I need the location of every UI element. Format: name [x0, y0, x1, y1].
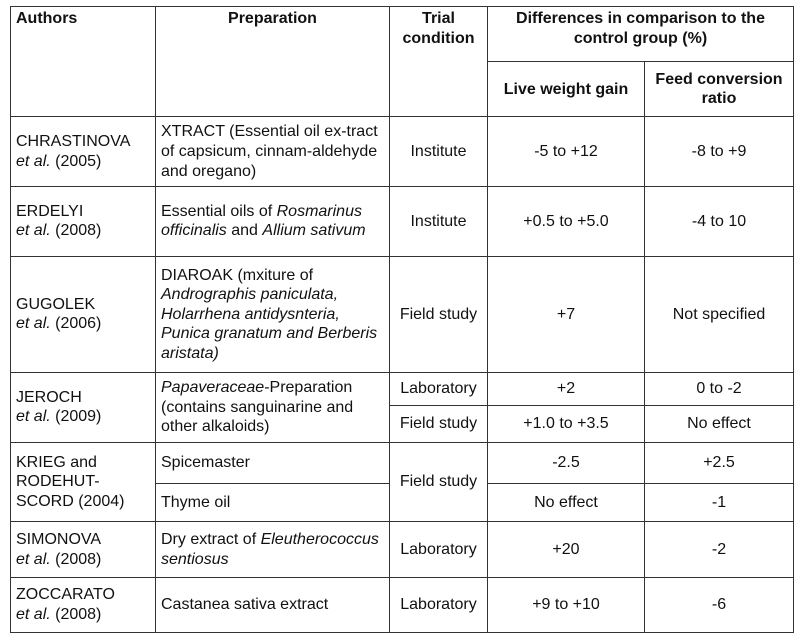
species-name: Andrographis paniculata, Holarrhena anti… — [161, 286, 378, 362]
table-container: Authors Preparation Trial condition Diff… — [10, 5, 795, 634]
feed-conversion-cell: -1 — [643, 482, 795, 523]
preparation-cell: Spicemaster — [155, 441, 390, 484]
trial-cell: Field study — [389, 255, 488, 374]
author-name: GUGOLEK — [16, 295, 96, 313]
trial-cell: Field study — [389, 441, 488, 523]
species-name: Rosmarinus officinalis — [161, 202, 362, 240]
live-weight-gain-cell: -5 to +12 — [487, 116, 645, 188]
author-year: (2006) — [50, 315, 102, 333]
author-year: (2009) — [50, 408, 102, 426]
species-name: Eleutherococcus sentiosus — [161, 531, 379, 568]
et-al: et al. — [16, 152, 51, 170]
feed-conversion-cell: -6 — [643, 576, 795, 634]
author-cell: CHRASTINOVA et al. (2005) — [10, 116, 156, 188]
preparation-cell: Essential oils of Rosmarinus officinalis… — [155, 186, 390, 257]
feed-conversion-cell: -2 — [643, 521, 795, 578]
family-name: Papaveraceae — [161, 379, 265, 397]
trial-cell: Field study — [389, 404, 488, 443]
trial-cell: Institute — [389, 186, 488, 257]
live-weight-gain-cell: +2 — [487, 372, 645, 406]
feed-conversion-cell: -8 to +9 — [643, 116, 795, 188]
author-name: ERDELYI — [16, 202, 84, 220]
et-al: et al. — [16, 550, 51, 568]
live-weight-gain-cell: +20 — [487, 521, 645, 578]
et-al: et al. — [16, 605, 51, 623]
et-al: et al. — [16, 315, 51, 333]
species-name: Allium sativum — [262, 222, 366, 240]
preparation-cell: Castanea sativa extract — [155, 576, 390, 634]
prep-text: -Preparation (contains sanguinarine and … — [161, 379, 354, 436]
trial-cell: Laboratory — [389, 521, 488, 578]
header-authors: Authors — [10, 5, 156, 118]
prep-text: Dry extract of — [161, 531, 261, 549]
author-year: (2005) — [50, 152, 102, 170]
et-al: et al. — [16, 408, 51, 426]
author-name: ZOCCARATO — [16, 586, 115, 604]
feed-conversion-cell: No effect — [643, 404, 795, 443]
live-weight-gain-cell: No effect — [487, 482, 645, 523]
preparation-cell: Papaveraceae-Preparation (contains sangu… — [155, 372, 390, 443]
header-feed-conversion-ratio: Feed conversion ratio — [643, 61, 795, 118]
table-row: CHRASTINOVA et al. (2005) XTRACT (Essenti… — [10, 116, 795, 188]
preparation-cell: Thyme oil — [155, 482, 390, 523]
preparation-cell: Dry extract of Eleutherococcus sentiosus — [155, 521, 390, 578]
author-year: (2008) — [50, 550, 102, 568]
table-row: SIMONOVA et al. (2008) Dry extract of Ele… — [10, 521, 795, 578]
live-weight-gain-cell: +7 — [487, 255, 645, 374]
author-name: SIMONOVA — [16, 531, 102, 549]
author-cell: ZOCCARATO et al. (2008) — [10, 576, 156, 634]
author-cell: JEROCH et al. (2009) — [10, 372, 156, 443]
feed-conversion-cell: +2.5 — [643, 441, 795, 484]
feed-conversion-cell: Not specified — [643, 255, 795, 374]
header-live-weight-gain: Live weight gain — [487, 61, 645, 118]
preparation-cell: DIAROAK (mxiture of Andrographis panicul… — [155, 255, 390, 374]
table-row: ZOCCARATO et al. (2008) Castanea sativa e… — [10, 576, 795, 634]
prep-text: DIAROAK (mxiture of — [161, 266, 314, 284]
header-preparation: Preparation — [155, 5, 390, 118]
preparation-cell: XTRACT (Essential oil ex-tract of capsic… — [155, 116, 390, 188]
header-differences: Differences in comparison to the control… — [486, 5, 795, 63]
author-cell: GUGOLEK et al. (2006) — [10, 255, 156, 374]
author-name: JEROCH — [16, 388, 82, 406]
author-name: CHRASTINOVA — [16, 133, 131, 151]
prep-text: Essential oils of — [161, 202, 277, 220]
author-cell: KRIEG and RODEHUT-SCORD (2004) — [10, 441, 156, 523]
author-cell: ERDELYI et al. (2008) — [10, 186, 156, 257]
subheader-row: Live weight gain Feed conversion ratio — [11, 61, 795, 118]
table-row: GUGOLEK et al. (2006) DIAROAK (mxiture of… — [10, 255, 795, 374]
data-table: Authors Preparation Trial condition Diff… — [10, 5, 795, 634]
author-year: (2008) — [50, 605, 102, 623]
table-row: ERDELYI et al. (2008) Essential oils of R… — [10, 186, 795, 257]
author-year: (2008) — [50, 222, 102, 240]
live-weight-gain-cell: -2.5 — [487, 441, 645, 484]
feed-conversion-cell: -4 to 10 — [643, 186, 795, 257]
trial-cell: Laboratory — [389, 372, 488, 406]
et-al: et al. — [16, 222, 51, 240]
table-row: KRIEG and RODEHUT-SCORD (2004) Spicemast… — [10, 441, 795, 523]
prep-text: and — [226, 222, 263, 240]
live-weight-gain-cell: +0.5 to +5.0 — [487, 186, 645, 257]
feed-conversion-cell: 0 to -2 — [643, 372, 795, 406]
author-cell: SIMONOVA et al. (2008) — [10, 521, 156, 578]
header-row: Authors Preparation Trial condition Diff… — [10, 5, 795, 118]
trial-cell: Institute — [389, 116, 488, 188]
trial-cell: Laboratory — [389, 576, 488, 634]
header-trial-condition: Trial condition — [389, 5, 488, 118]
table-row: JEROCH et al. (2009) Papaveraceae-Prepara… — [10, 372, 795, 443]
live-weight-gain-cell: +9 to +10 — [487, 576, 645, 634]
live-weight-gain-cell: +1.0 to +3.5 — [487, 404, 645, 443]
